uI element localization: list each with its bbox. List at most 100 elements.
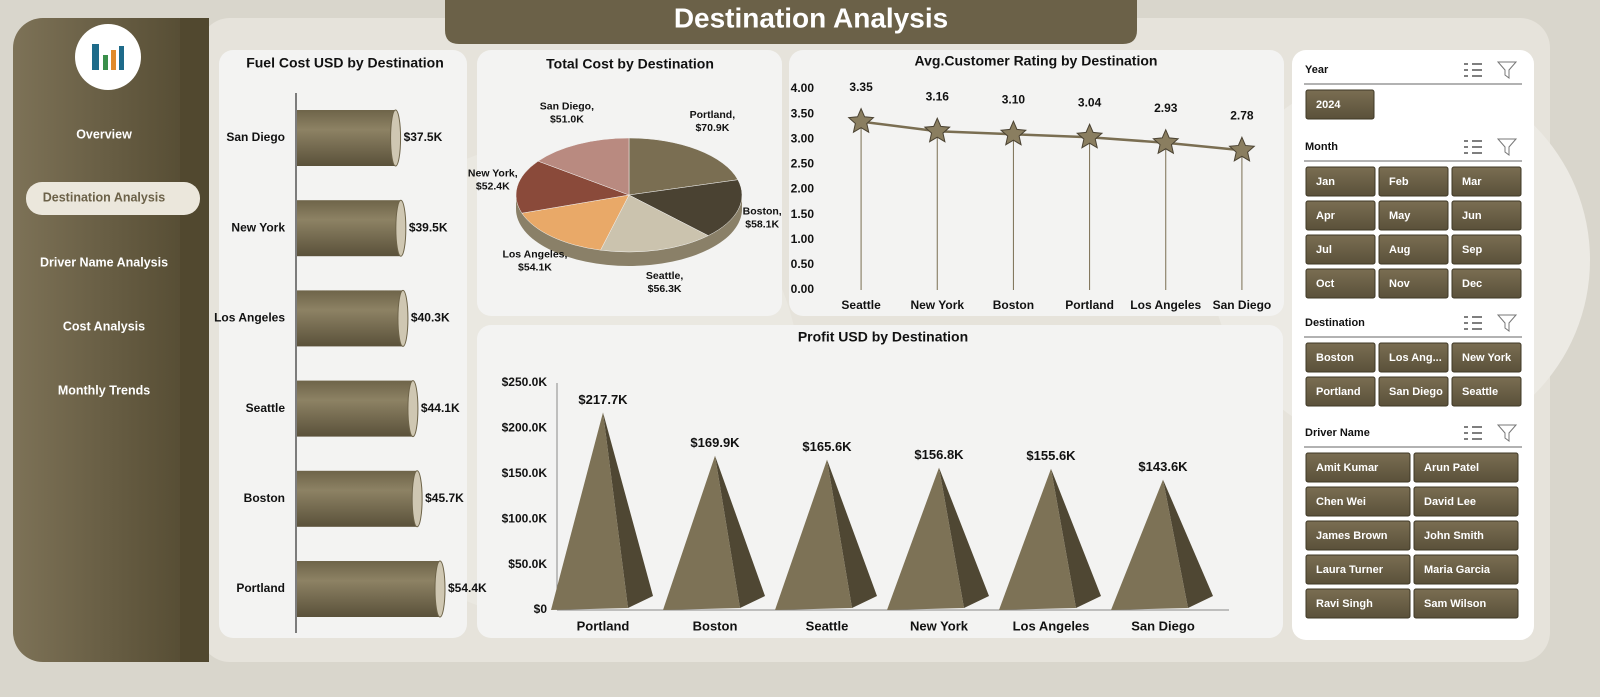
slicer-item[interactable]: 2024	[1316, 99, 1341, 111]
category-label: Boston	[244, 491, 285, 505]
slicer-button[interactable]	[1305, 554, 1411, 585]
value-label: 3.10	[1002, 92, 1026, 106]
multi-select-icon[interactable]	[1464, 140, 1482, 154]
slicer-item[interactable]: New York	[1462, 352, 1512, 364]
slicer-button[interactable]	[1378, 342, 1449, 373]
value-label: $54.4K	[448, 581, 487, 595]
slicer-item[interactable]: Ravi Singh	[1316, 598, 1373, 610]
slicer-button[interactable]	[1451, 376, 1522, 407]
pie-value-label: $54.1K	[518, 261, 552, 273]
clear-filter-icon[interactable]	[1496, 314, 1518, 332]
value-label: $217.7K	[578, 392, 628, 407]
slicer-item[interactable]: Laura Turner	[1316, 564, 1384, 576]
clear-filter-icon[interactable]	[1496, 138, 1518, 156]
clear-filter-icon[interactable]	[1496, 424, 1518, 442]
slicer-button[interactable]	[1378, 200, 1449, 231]
nav-item[interactable]: Overview	[76, 127, 132, 141]
y-tick-label: 2.50	[791, 157, 815, 171]
x-tick-label: New York	[910, 618, 969, 633]
slicer-item[interactable]: Apr	[1316, 210, 1336, 222]
sidebar-edge	[180, 18, 209, 662]
multi-select-icon[interactable]	[1464, 316, 1482, 330]
slicer-item[interactable]: James Brown	[1316, 530, 1388, 542]
title-tab	[445, 0, 1137, 44]
slicer-button[interactable]	[1305, 520, 1411, 551]
nav-item[interactable]: Cost Analysis	[63, 319, 145, 333]
y-tick-label: 3.50	[791, 106, 815, 120]
bar	[297, 290, 403, 347]
logo-mark	[119, 46, 124, 70]
bar-cap	[397, 289, 409, 347]
slicer-button[interactable]	[1378, 234, 1449, 265]
slicer-item[interactable]: Sep	[1462, 244, 1482, 256]
y-tick-label: 1.50	[791, 207, 815, 221]
slicer-item[interactable]: San Diego	[1389, 386, 1443, 398]
slicer-item[interactable]: John Smith	[1424, 530, 1484, 542]
multi-select-icon[interactable]	[1464, 63, 1482, 77]
nav-item[interactable]: Destination Analysis	[43, 190, 166, 204]
pie-category-label: Boston,	[743, 205, 782, 217]
slicer-item[interactable]: Amit Kumar	[1316, 462, 1379, 474]
slicer-button[interactable]	[1413, 486, 1519, 517]
slicer-button[interactable]	[1378, 268, 1449, 299]
slicer-item[interactable]: May	[1389, 210, 1411, 222]
nav-item[interactable]: Driver Name Analysis	[40, 255, 168, 269]
value-label: $39.5K	[409, 220, 448, 234]
slicer-button[interactable]	[1305, 166, 1376, 197]
value-label: $143.6K	[1138, 459, 1188, 474]
bar	[297, 380, 413, 437]
slicer-item[interactable]: Dec	[1462, 278, 1482, 290]
slicer-button[interactable]	[1413, 452, 1519, 483]
chart-title: Profit USD by Destination	[798, 329, 968, 345]
slicer-button[interactable]	[1413, 554, 1519, 585]
slicer-button[interactable]	[1305, 342, 1376, 373]
pie-slice	[537, 137, 630, 196]
slicer-button[interactable]	[1305, 486, 1411, 517]
chart-title: Total Cost by Destination	[546, 56, 714, 72]
slicer-button[interactable]	[1451, 234, 1522, 265]
slicer-button[interactable]	[1305, 268, 1376, 299]
slicer-button[interactable]	[1451, 166, 1522, 197]
slicer-title: Year	[1305, 64, 1329, 76]
slicer-item[interactable]: Mar	[1462, 176, 1482, 188]
nav-item[interactable]: Monthly Trends	[58, 383, 150, 397]
slicer-item[interactable]: Boston	[1316, 352, 1354, 364]
slicer-item[interactable]: Nov	[1389, 278, 1411, 290]
slicer-button[interactable]	[1451, 268, 1522, 299]
slicer-item[interactable]: Jun	[1462, 210, 1482, 222]
slicer-button[interactable]	[1378, 376, 1449, 407]
slicer-button[interactable]	[1451, 342, 1522, 373]
slicer-item[interactable]: Maria Garcia	[1424, 564, 1491, 576]
slicer-button[interactable]	[1305, 234, 1376, 265]
pyramid-front	[775, 459, 852, 610]
slicer-item[interactable]: Los Ang...	[1389, 352, 1442, 364]
slicer-button[interactable]	[1305, 588, 1411, 619]
slicer-item[interactable]: Jul	[1316, 244, 1332, 256]
slicer-item[interactable]: Seattle	[1462, 386, 1498, 398]
slicer-item[interactable]: David Lee	[1424, 496, 1476, 508]
slicer-item[interactable]: Arun Patel	[1424, 462, 1479, 474]
x-tick-label: San Diego	[1131, 618, 1195, 633]
x-tick-label: New York	[910, 298, 964, 312]
slicer-item[interactable]: Aug	[1389, 244, 1410, 256]
slicer-button[interactable]	[1451, 200, 1522, 231]
slicer-button[interactable]	[1378, 166, 1449, 197]
slicer-button[interactable]	[1305, 200, 1376, 231]
slicer-button[interactable]	[1305, 89, 1375, 120]
slicer-item[interactable]: Jan	[1316, 176, 1335, 188]
pie-slice	[515, 160, 630, 214]
slicer-item[interactable]: Oct	[1316, 278, 1335, 290]
slicer-item[interactable]: Sam Wilson	[1424, 598, 1487, 610]
slicer-button[interactable]	[1305, 376, 1376, 407]
multi-select-icon[interactable]	[1464, 426, 1482, 440]
slicer-item[interactable]: Feb	[1389, 176, 1409, 188]
slicer-item[interactable]: Chen Wei	[1316, 496, 1366, 508]
pie-category-label: Los Angeles,	[502, 248, 567, 260]
slicer-button[interactable]	[1413, 520, 1519, 551]
slicer-button[interactable]	[1413, 588, 1519, 619]
x-tick-label: Los Angeles	[1130, 298, 1201, 312]
slicer-button[interactable]	[1305, 452, 1411, 483]
clear-filter-icon[interactable]	[1496, 61, 1518, 79]
slicer-item[interactable]: Portland	[1316, 386, 1361, 398]
